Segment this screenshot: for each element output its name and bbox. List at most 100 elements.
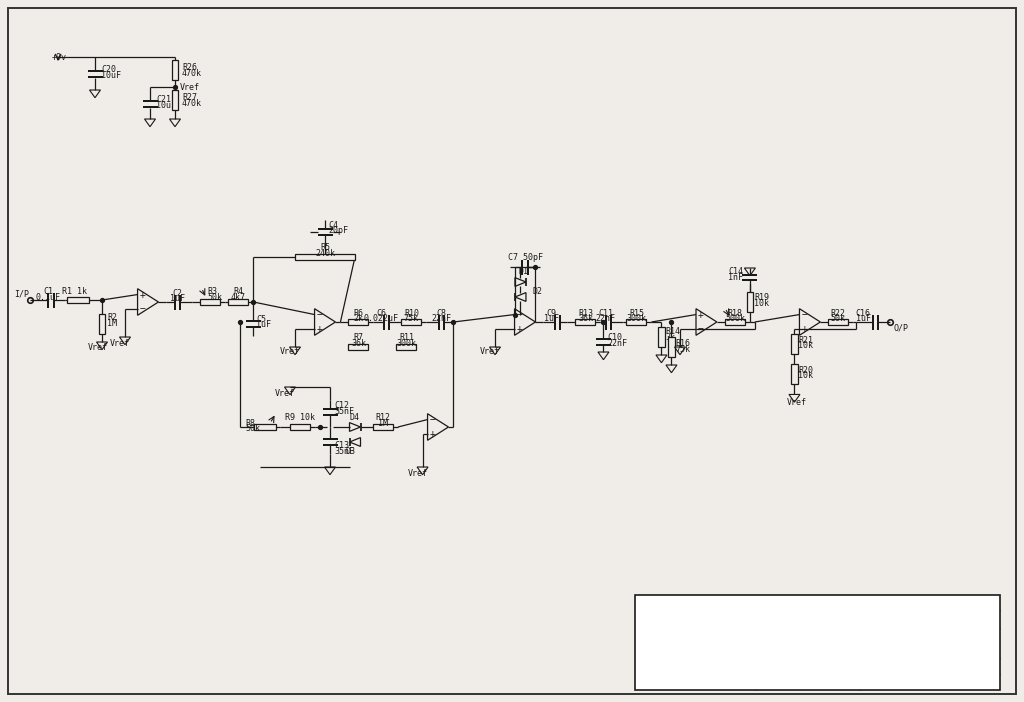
Text: −: − (801, 310, 807, 319)
Text: R21: R21 (799, 336, 813, 345)
Text: C16: C16 (856, 308, 870, 317)
Text: R14: R14 (666, 328, 681, 336)
Text: dthurstan: dthurstan (667, 669, 723, 679)
Text: R8: R8 (245, 418, 255, 428)
Text: R20: R20 (799, 366, 813, 375)
Text: −: − (139, 305, 145, 314)
Bar (290, 424, 310, 430)
Text: 20pF: 20pF (328, 226, 348, 235)
Text: R2: R2 (106, 312, 117, 322)
Text: R22: R22 (830, 308, 846, 317)
Bar (575, 319, 595, 325)
Bar (254, 424, 276, 430)
Text: R9 10k: R9 10k (285, 413, 315, 423)
Text: R6: R6 (353, 308, 364, 317)
Text: C9: C9 (547, 308, 556, 317)
Text: −: − (429, 415, 435, 425)
Text: 05-Jan-13: 05-Jan-13 (781, 677, 834, 687)
Text: 22nF: 22nF (431, 314, 452, 323)
Text: C5: C5 (256, 314, 266, 324)
Text: C14: C14 (728, 267, 742, 277)
Text: 36k: 36k (578, 314, 593, 323)
Text: 22nF: 22nF (607, 339, 628, 348)
Text: C20: C20 (101, 65, 116, 74)
Bar (348, 344, 369, 350)
Text: C1: C1 (43, 286, 53, 296)
Text: C7 50pF: C7 50pF (508, 253, 543, 263)
Bar (746, 292, 753, 312)
Bar (201, 299, 220, 305)
Text: 36k: 36k (351, 339, 366, 348)
Text: 50k: 50k (245, 424, 260, 433)
Text: D3: D3 (345, 447, 355, 456)
Text: Distortion II: Distortion II (741, 633, 894, 652)
Text: R3: R3 (208, 288, 217, 296)
Text: 0.1uF: 0.1uF (36, 293, 60, 301)
Text: 50k: 50k (208, 293, 222, 302)
Text: R19: R19 (754, 293, 769, 303)
Text: R10: R10 (403, 308, 419, 317)
Text: 0.022uF: 0.022uF (364, 314, 399, 323)
Text: Vref: Vref (280, 347, 300, 357)
Text: C8: C8 (436, 308, 446, 317)
Text: −: − (697, 324, 703, 334)
Text: 50k: 50k (830, 314, 846, 323)
Text: 4k7: 4k7 (231, 293, 246, 302)
Text: +: + (801, 324, 807, 334)
Text: 240k: 240k (315, 249, 335, 258)
Text: 1nF: 1nF (728, 273, 742, 282)
Bar (348, 319, 369, 325)
Text: 1uF: 1uF (544, 314, 559, 323)
Bar (295, 253, 355, 260)
Text: R7: R7 (353, 333, 364, 343)
Text: +: + (429, 430, 435, 439)
Text: +: + (516, 324, 522, 334)
Text: 10uF: 10uF (156, 100, 176, 110)
Text: R11: R11 (399, 333, 414, 343)
Bar (725, 319, 744, 325)
Text: 10uF: 10uF (101, 70, 121, 79)
Bar (67, 297, 89, 303)
Text: R1 1k: R1 1k (62, 286, 87, 296)
Text: −: − (316, 310, 323, 319)
Text: R27: R27 (182, 93, 197, 102)
Bar (172, 90, 178, 110)
Text: R4: R4 (233, 288, 244, 296)
Text: R5: R5 (319, 244, 330, 253)
Bar (228, 299, 249, 305)
Bar (792, 334, 798, 355)
Text: 1uF: 1uF (170, 294, 185, 303)
Text: C13: C13 (334, 442, 349, 451)
Text: C2: C2 (172, 289, 182, 298)
Text: 10k: 10k (799, 341, 813, 350)
Text: 35nF: 35nF (334, 447, 354, 456)
Text: 1M: 1M (106, 319, 117, 328)
Text: Vref: Vref (110, 338, 130, 347)
Text: R16: R16 (676, 340, 690, 348)
Text: C12: C12 (334, 402, 349, 411)
Bar (172, 60, 178, 80)
Bar (98, 314, 105, 334)
Text: Vref: Vref (275, 388, 295, 397)
Text: +: + (697, 310, 703, 319)
Text: R13: R13 (578, 308, 593, 317)
Text: 470k: 470k (182, 69, 202, 77)
Text: D4: D4 (350, 413, 360, 421)
Text: 3k: 3k (666, 333, 676, 342)
Text: 470k: 470k (182, 98, 202, 107)
Text: C10: C10 (607, 333, 623, 343)
Text: Vref: Vref (408, 468, 428, 477)
Text: C21: C21 (156, 95, 171, 103)
Bar (792, 364, 798, 385)
Text: R18: R18 (727, 308, 742, 317)
Text: +: + (139, 289, 145, 300)
Text: MXR: MXR (803, 610, 833, 628)
Text: 75k: 75k (403, 314, 419, 323)
Bar (401, 319, 422, 325)
Bar (635, 595, 1000, 690)
Text: Vref: Vref (88, 343, 108, 352)
Text: Vref: Vref (180, 83, 200, 91)
Text: 35nF: 35nF (334, 407, 354, 416)
Text: C11: C11 (598, 308, 613, 317)
Text: −: − (516, 310, 522, 319)
